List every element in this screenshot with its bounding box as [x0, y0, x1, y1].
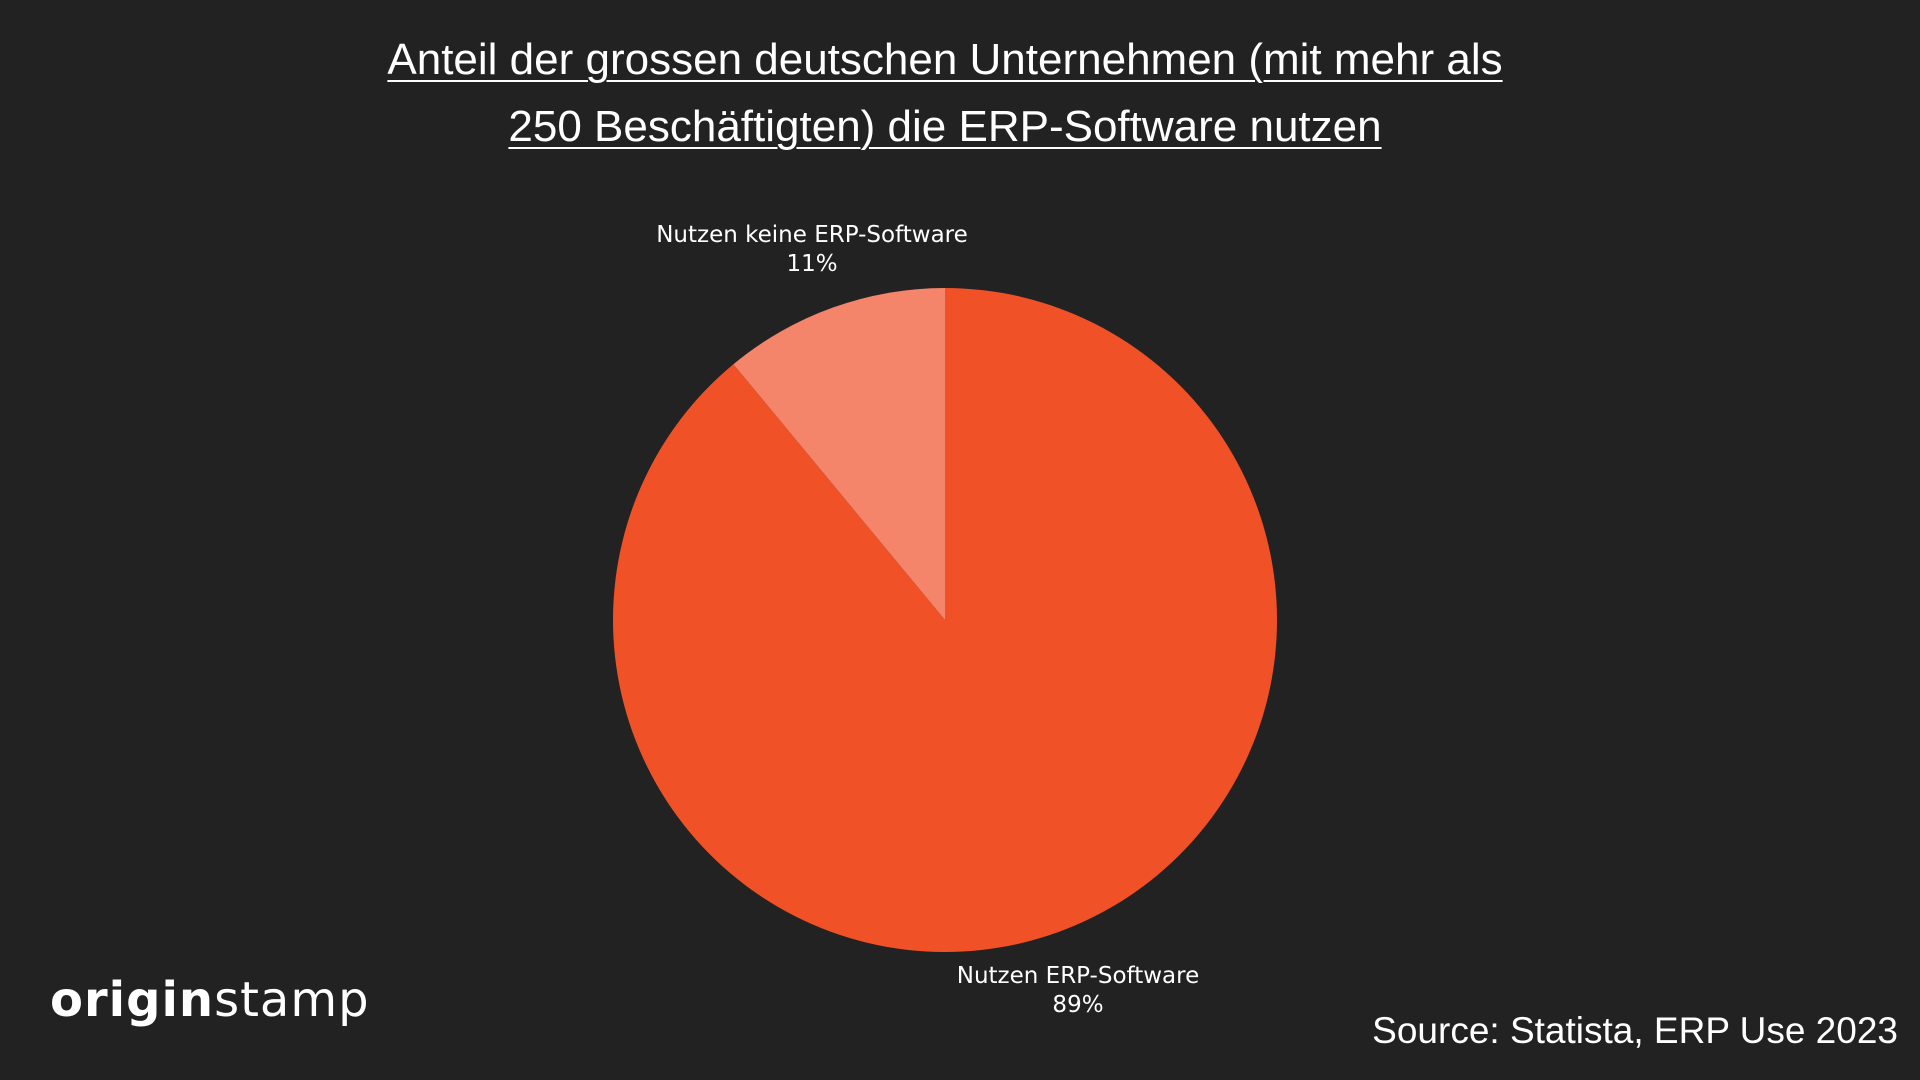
logo-part-2: stamp: [214, 972, 370, 1028]
slice-value-label: 89%: [1052, 992, 1104, 1018]
slice-label-text: Nutzen ERP-Software: [956, 963, 1200, 989]
pie-slice-nutzen-keine-erp-software: [733, 288, 945, 620]
slice-label-erp: Nutzen ERP-Software 89%: [957, 962, 1199, 1020]
title-line-2: 250 Beschäftigten) die ERP-Software nutz…: [508, 102, 1382, 151]
slice-label-no-erp: Nutzen keine ERP-Software 11%: [656, 221, 968, 279]
originstamp-logo: originstamp: [50, 972, 370, 1028]
slice-label-text: Nutzen keine ERP-Software: [656, 222, 968, 248]
source-note: Source: Statista, ERP Use 2023: [1372, 1010, 1898, 1051]
chart-title: Anteil der grossen deutschen Unternehmen…: [0, 26, 1890, 160]
title-line-1: Anteil der grossen deutschen Unternehmen…: [387, 35, 1503, 84]
logo-part-1: origin: [50, 972, 215, 1028]
pie-slice-nutzen-erp-software: [613, 288, 1278, 953]
slice-value-label: 11%: [786, 251, 838, 277]
